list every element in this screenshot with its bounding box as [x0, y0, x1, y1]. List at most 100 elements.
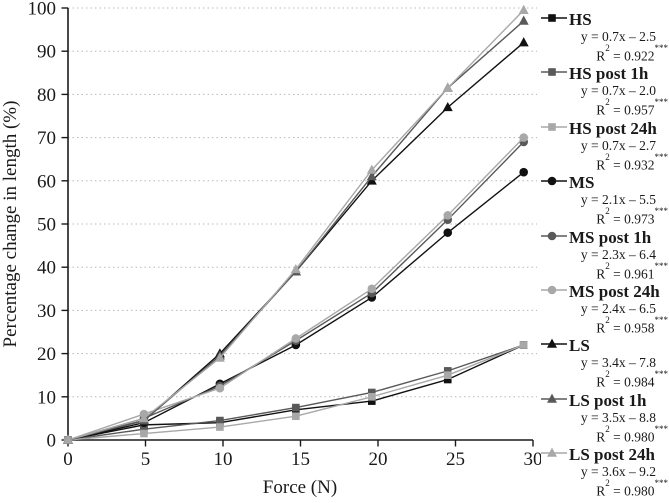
data-point-marker: [443, 228, 453, 237]
legend-series-name: LS: [569, 336, 590, 356]
data-point-marker: [443, 367, 452, 375]
series-ms-post-24h: [63, 133, 528, 445]
legend-marker-shape: [547, 285, 557, 295]
legend-r-squared: R2 = 0.961***: [596, 260, 669, 282]
y-tick-label: 90: [37, 42, 56, 63]
x-tick-label: 20: [369, 449, 388, 470]
data-point-marker: [368, 393, 376, 401]
legend-marker-shape: [547, 176, 557, 186]
series-line: [67, 20, 525, 441]
legend-entry-ms: MS y = 2.1x – 5.5 R2 = 0.973***: [541, 173, 669, 227]
x-axis-title: Force (N): [263, 477, 337, 498]
significance-stars: ***: [654, 42, 669, 53]
legend: HS y = 0.7x – 2.5 R2 = 0.922*** HS post …: [541, 0, 669, 503]
legend-series-name: HS post 24h: [569, 118, 657, 138]
y-tick-label: 40: [37, 258, 56, 279]
r-squared-superscript: 2: [605, 206, 610, 217]
legend-equation: y = 3.6x – 9.2: [580, 464, 656, 480]
legend-series-name: MS: [569, 173, 595, 193]
circle-marker-icon: [541, 231, 567, 240]
series-ms-post-1h: [63, 137, 528, 445]
data-point-marker: [519, 341, 528, 349]
triangle-marker-icon: [541, 447, 567, 457]
legend-marker-shape: [547, 393, 557, 403]
legend-r-squared: R2 = 0.958***: [596, 314, 668, 336]
data-point-marker: [216, 423, 224, 431]
data-point-marker: [292, 403, 300, 412]
legend-title-row: MS post 1h: [541, 228, 669, 247]
data-point-marker: [518, 37, 529, 47]
legend-marker-icon: [541, 228, 567, 247]
significance-stars: ***: [654, 260, 669, 271]
y-tick-label: 70: [37, 128, 56, 149]
series-ls: [63, 37, 529, 444]
circle-marker-icon: [541, 176, 567, 186]
triangle-marker-icon: [541, 338, 567, 349]
legend-title-row: HS: [541, 10, 669, 29]
data-point-marker: [140, 429, 148, 438]
significance-stars: ***: [654, 423, 669, 434]
data-point-marker: [290, 263, 301, 274]
legend-title-row: MS post 24h: [541, 282, 669, 301]
legend-marker-shape: [548, 122, 556, 131]
y-tick-label: 0: [47, 431, 57, 452]
grid-layer: [68, 7, 537, 398]
data-point-marker: [368, 397, 376, 405]
significance-stars: ***: [654, 369, 669, 380]
legend-marker-icon: [541, 173, 567, 192]
legend-equation: y = 2.3x – 6.4: [580, 246, 656, 262]
data-point-marker: [215, 383, 225, 393]
legend-marker-icon: [541, 282, 567, 301]
legend-r-squared: R2 = 0.973***: [596, 206, 669, 227]
legend-marker-shape: [547, 447, 557, 457]
legend-entry-hs-post-1h: HS post 1h y = 0.7x – 2.0 R2 = 0.957***: [541, 64, 669, 118]
data-point-marker: [442, 82, 453, 92]
legend-equation: y = 3.5x – 8.8: [580, 409, 656, 425]
legend-equation: y = 2.4x – 6.5: [580, 300, 656, 316]
legend-entry-ls: LS y = 3.4x – 7.8 R2 = 0.984***: [541, 336, 669, 390]
data-point-marker: [367, 284, 377, 294]
legend-title-row: MS: [541, 173, 669, 192]
r-squared-superscript: 2: [605, 478, 610, 489]
circle-marker-icon: [541, 285, 567, 295]
series-hs: [64, 341, 528, 444]
y-tick-label: 50: [37, 215, 56, 236]
data-point-marker: [519, 133, 528, 142]
legend-marker-shape: [547, 338, 557, 349]
y-axis-title: Percentage change in length (%): [0, 101, 21, 348]
y-tick-label: 10: [37, 387, 56, 408]
legend-marker-icon: [541, 445, 567, 464]
data-point-marker: [63, 434, 73, 444]
legend-marker-icon: [541, 119, 567, 138]
x-tick-label: 30: [524, 449, 542, 470]
x-tick-label: 25: [446, 449, 465, 470]
legend-marker-icon: [541, 336, 567, 355]
data-point-marker: [291, 334, 301, 343]
legend-title-row: LS post 24h: [541, 445, 669, 464]
data-point-marker: [292, 412, 300, 421]
y-tick-label: 20: [37, 344, 56, 365]
legend-series-name: LS post 1h: [569, 390, 647, 410]
square-marker-icon: [541, 122, 567, 131]
x-tick-label: 10: [214, 449, 233, 470]
legend-r-squared: R2 = 0.984***: [596, 369, 669, 390]
legend-series-name: HS: [569, 10, 592, 29]
legend-marker-shape: [548, 14, 556, 22]
square-marker-icon: [541, 14, 567, 22]
r-squared-superscript: 2: [605, 314, 610, 325]
legend-series-name: LS post 24h: [569, 445, 655, 465]
square-marker-icon: [541, 68, 567, 77]
legend-r-squared: R2 = 0.980***: [596, 478, 668, 499]
y-tick-label: 60: [37, 171, 56, 192]
legend-marker-icon: [541, 391, 567, 410]
data-point-marker: [443, 375, 452, 384]
legend-marker-icon: [541, 64, 567, 83]
data-point-marker: [443, 211, 453, 220]
series-line: [67, 42, 525, 441]
data-point-marker: [366, 164, 377, 174]
legend-r-squared: R2 = 0.922***: [596, 42, 669, 64]
significance-stars: ***: [654, 206, 669, 217]
tick-label-layer: 0 10 20 30 40 50 60 70 80 90 100 0 5 10 15 20 25 30: [28, 0, 542, 470]
legend-series-name: MS post 1h: [569, 227, 652, 247]
